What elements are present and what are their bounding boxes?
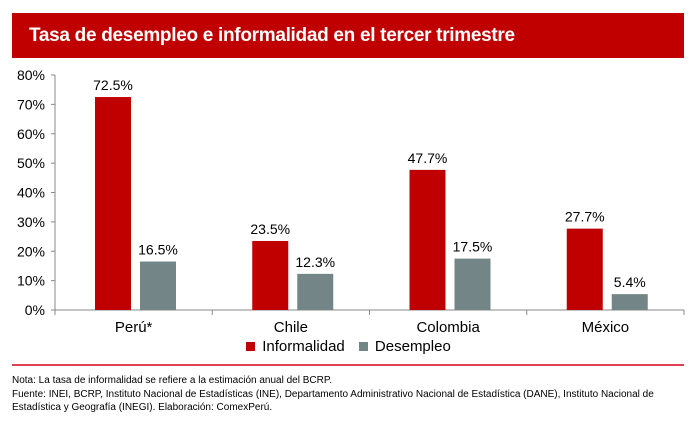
divider bbox=[12, 364, 684, 366]
data-label: 72.5% bbox=[93, 77, 133, 93]
data-label: 16.5% bbox=[138, 242, 178, 258]
y-tick-label: 20% bbox=[17, 243, 45, 259]
bar-desempleo bbox=[297, 273, 334, 310]
bar-informalidad bbox=[252, 240, 289, 310]
bar-informalidad bbox=[409, 169, 446, 310]
bar-informalidad bbox=[566, 228, 603, 310]
bar-desempleo bbox=[454, 258, 491, 310]
bar-desempleo bbox=[611, 294, 648, 310]
x-tick-label: Chile bbox=[274, 319, 308, 336]
y-tick-label: 0% bbox=[25, 302, 45, 318]
x-tick-label: Perú* bbox=[115, 319, 153, 336]
chart-title: Tasa de desempleo e informalidad en el t… bbox=[12, 13, 684, 58]
data-label: 17.5% bbox=[453, 239, 493, 255]
legend-item-informalidad: Informalidad bbox=[246, 338, 345, 355]
y-tick-label: 30% bbox=[17, 214, 45, 230]
y-tick-label: 40% bbox=[17, 185, 45, 201]
legend: Informalidad Desempleo bbox=[0, 338, 697, 355]
legend-label: Desempleo bbox=[374, 338, 451, 355]
bar-chart: 0% 10% 20% 30% 40% 50% 60% 70% 80% Perú* 72.5% 16.5… bbox=[17, 67, 685, 336]
y-tick-label: 60% bbox=[17, 126, 45, 142]
data-label: 47.7% bbox=[408, 150, 448, 166]
data-label: 23.5% bbox=[250, 221, 290, 237]
source-text: Fuente: INEI, BCRP, Instituto Nacional d… bbox=[12, 388, 654, 414]
x-tick-label: México bbox=[582, 319, 630, 336]
y-tick-label: 10% bbox=[17, 273, 45, 289]
x-tick-label: Colombia bbox=[416, 319, 480, 336]
bar-informalidad bbox=[95, 97, 131, 310]
note-text: Nota: La tasa de informalidad se refiere… bbox=[12, 375, 332, 386]
data-label: 12.3% bbox=[295, 254, 335, 270]
notes: Nota: La tasa de informalidad se refiere… bbox=[12, 374, 682, 415]
data-label: 27.7% bbox=[565, 209, 605, 225]
y-tick-label: 50% bbox=[17, 155, 45, 171]
y-tick-label: 80% bbox=[17, 67, 45, 83]
bar-desempleo bbox=[140, 261, 176, 310]
legend-label: Informalidad bbox=[262, 338, 345, 355]
y-tick-label: 70% bbox=[17, 96, 45, 112]
legend-item-desempleo: Desempleo bbox=[358, 338, 451, 355]
legend-swatch bbox=[246, 342, 256, 351]
data-label: 5.4% bbox=[614, 274, 646, 290]
legend-swatch bbox=[358, 342, 368, 351]
